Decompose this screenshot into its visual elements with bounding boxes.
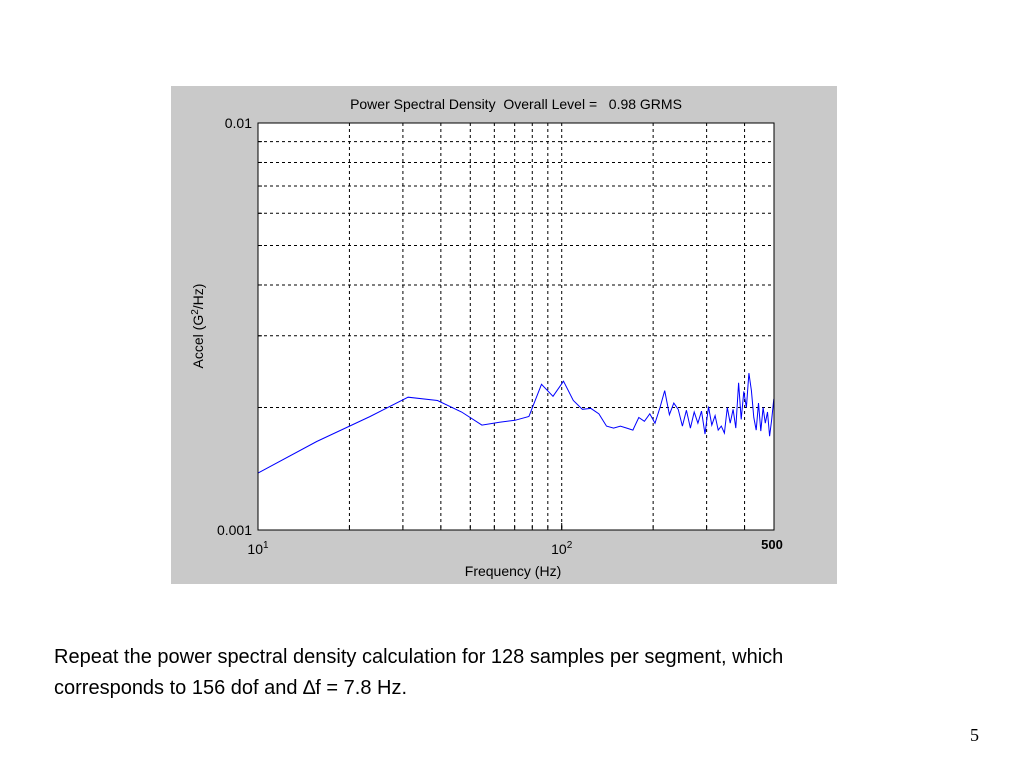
- chart-title: Power Spectral Density Overall Level = 0…: [350, 96, 682, 112]
- x-axis-label: Frequency (Hz): [465, 563, 561, 579]
- plot-frame: [257, 122, 775, 531]
- psd-figure: 101 102 500 0.001 0.01 Power Spectral Densit…: [171, 86, 837, 584]
- slide-number: 5: [970, 725, 979, 745]
- x-extra-tick-label: 500: [761, 537, 783, 552]
- psd-plot: 101 102 500 0.001 0.01 Power Spectral Densit…: [190, 96, 783, 579]
- y-tick-label: 0.01: [225, 115, 252, 131]
- x-tick-label: 101: [247, 540, 269, 557]
- slide-caption: Repeat the power spectral density calcul…: [54, 642, 954, 704]
- caption-line-2: corresponds to 156 dof and ∆f = 7.8 Hz.: [54, 677, 408, 699]
- caption-line-1: Repeat the power spectral density calcul…: [54, 646, 784, 668]
- psd-series-line: [257, 373, 775, 474]
- y-axis-label-exp: 2: [190, 309, 201, 315]
- y-axis-label: Accel (G2/Hz): [190, 284, 206, 369]
- plot-area: [258, 123, 774, 530]
- y-tick-label: 0.001: [217, 522, 252, 538]
- x-tick-label: 102: [551, 540, 573, 557]
